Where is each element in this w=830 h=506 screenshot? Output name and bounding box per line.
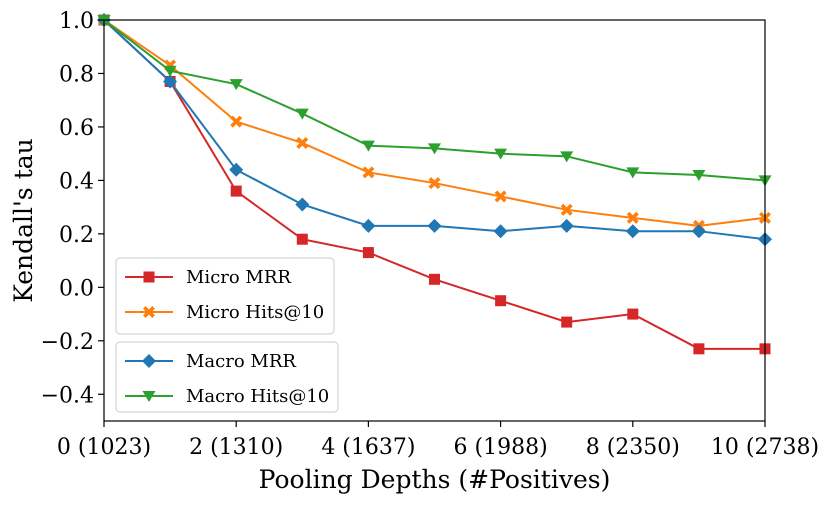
data-point	[429, 273, 440, 285]
x-tick-label: 8 (2350)	[586, 435, 680, 460]
x-tick-label: 4 (1637)	[321, 435, 415, 460]
series-micro-hits-10	[98, 14, 771, 232]
data-point	[494, 190, 507, 203]
series-macro-mrr	[97, 13, 772, 247]
y-tick-label: −0.4	[41, 383, 94, 408]
data-point	[229, 79, 243, 91]
data-point	[230, 185, 242, 197]
legend-marker	[143, 271, 155, 283]
data-point	[163, 65, 177, 77]
data-point	[428, 177, 441, 190]
data-point	[626, 211, 639, 224]
data-point	[361, 140, 375, 152]
data-point	[691, 224, 706, 239]
x-axis-title: Pooling Depths (#Positives)	[259, 465, 611, 494]
data-point	[693, 343, 705, 355]
data-point	[295, 197, 310, 212]
data-point	[495, 295, 507, 307]
y-tick-label: −0.2	[41, 330, 94, 355]
data-point	[560, 203, 573, 216]
legend-label: Micro Hits@10	[186, 302, 324, 323]
y-tick-label: 0.2	[59, 223, 94, 248]
data-point	[493, 224, 508, 239]
data-point	[230, 115, 243, 128]
data-point	[229, 162, 244, 177]
legend-entry: Micro MRR	[125, 267, 291, 288]
legend-label: Macro Hits@10	[186, 386, 329, 407]
y-tick-label: 0.4	[59, 169, 94, 194]
y-tick-label: 1.0	[59, 9, 94, 34]
y-axis-title: Kendall's tau	[9, 138, 38, 303]
legend-label: Macro MRR	[186, 351, 296, 372]
series-line	[103, 19, 766, 241]
data-point	[626, 167, 640, 179]
data-point	[428, 143, 441, 155]
series-macro-hits-10	[97, 15, 772, 187]
x-tick-label: 2 (1310)	[189, 435, 283, 460]
y-tick-label: 0.8	[59, 62, 94, 87]
data-point	[627, 308, 639, 320]
y-tick-label: 0.6	[59, 116, 94, 141]
data-point	[296, 136, 309, 149]
x-tick-label: 0 (1023)	[57, 435, 151, 460]
data-point	[163, 74, 178, 89]
data-point	[559, 218, 574, 233]
y-axis: 1.0 0.8 0.6 0.4 0.2 0.0 −0.2 −0.4	[41, 9, 104, 408]
legend-entry: Macro MRR	[125, 351, 296, 372]
data-point	[692, 170, 706, 182]
series-layer	[97, 13, 772, 355]
series-line	[103, 19, 766, 182]
x-axis: 0 (1023) 2 (1310) 4 (1637) 6 (1988) 8 (2350)…	[57, 421, 819, 460]
data-point	[560, 151, 574, 163]
legend-marker	[142, 391, 156, 402]
plot-frame	[103, 19, 766, 422]
data-point	[494, 148, 508, 160]
data-point	[561, 316, 573, 328]
data-point	[295, 108, 309, 120]
data-point	[296, 233, 308, 245]
y-tick-label: 0.0	[59, 276, 94, 301]
legend-box: Macro MRR Macro Hits@10	[115, 341, 339, 413]
legend-layer: Micro MRR Micro Hits@10 Macro MRR Macro Hit…	[115, 257, 339, 413]
data-point	[625, 224, 640, 239]
x-tick-label: 6 (1988)	[454, 435, 548, 460]
legend-entry: Micro Hits@10	[125, 302, 324, 323]
series-line	[103, 19, 766, 227]
x-tick-label: 10 (2738)	[711, 435, 819, 460]
data-point	[361, 218, 376, 233]
data-point	[362, 247, 374, 259]
legend-marker	[143, 306, 155, 318]
legend-box: Micro MRR Micro Hits@10	[115, 257, 335, 335]
data-point	[362, 166, 375, 179]
legend-marker	[142, 354, 156, 368]
legend-frame	[115, 341, 339, 413]
legend-entry: Macro Hits@10	[125, 386, 329, 407]
legend-label: Micro MRR	[186, 267, 291, 288]
data-point	[427, 218, 442, 233]
